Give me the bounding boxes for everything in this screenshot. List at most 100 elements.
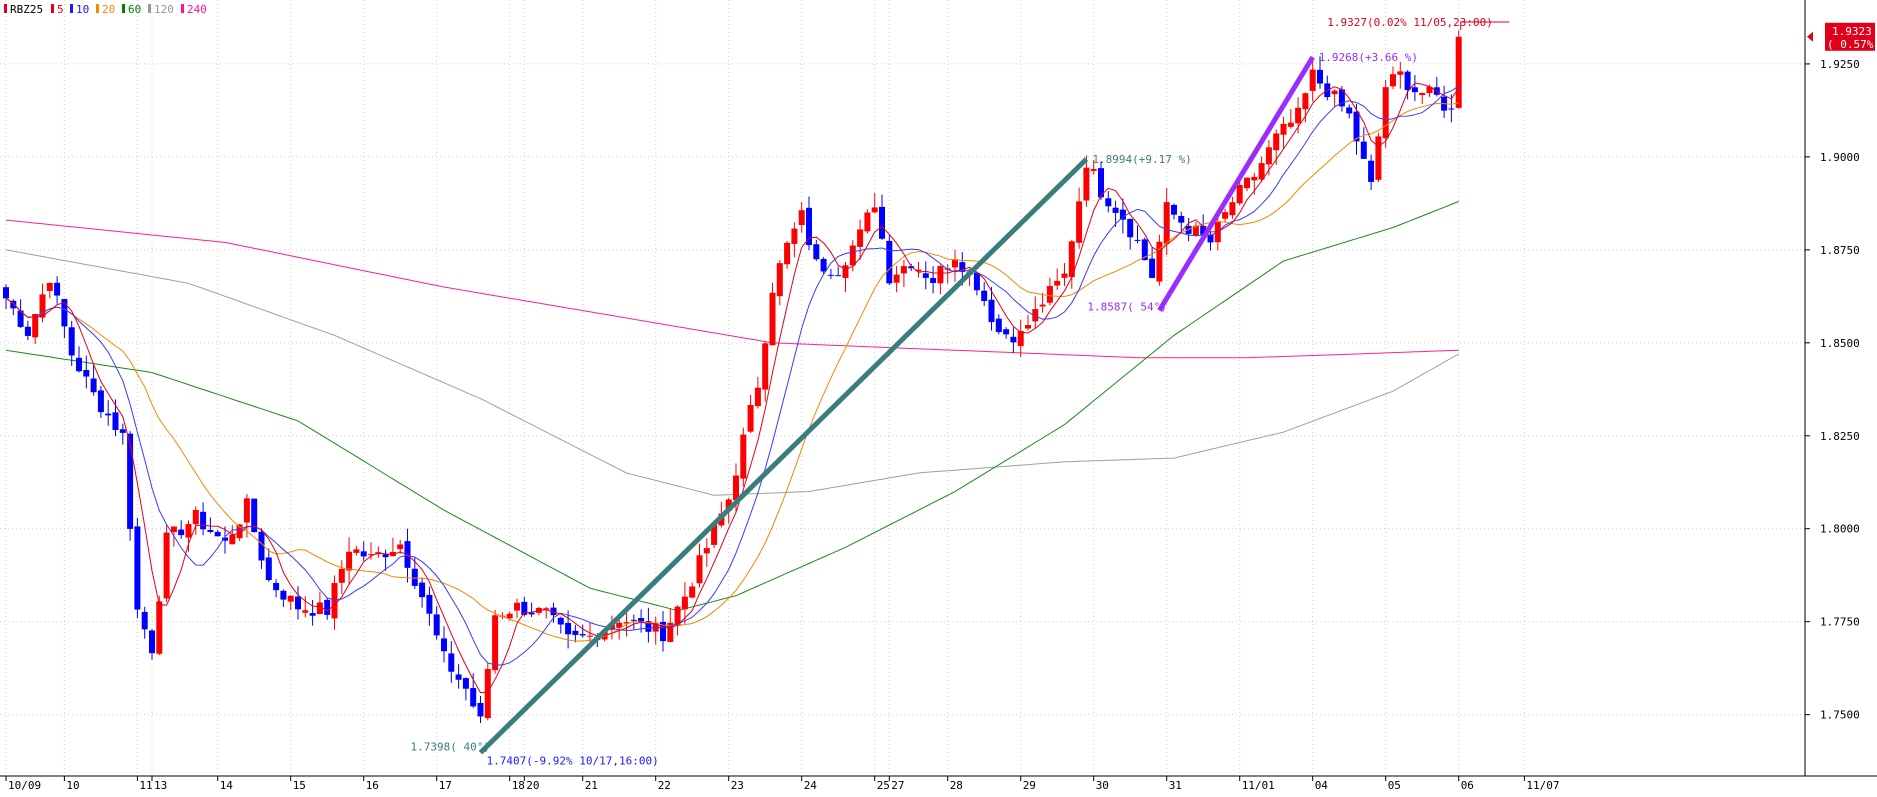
candle bbox=[113, 412, 119, 430]
candle bbox=[1288, 123, 1294, 127]
x-tick-label: 10 bbox=[66, 779, 79, 792]
candle bbox=[1412, 87, 1418, 92]
candle bbox=[901, 266, 907, 273]
candle bbox=[1171, 205, 1177, 215]
candle bbox=[1332, 91, 1338, 94]
candle bbox=[142, 612, 148, 629]
x-tick-label: 15 bbox=[293, 779, 306, 792]
candle bbox=[770, 293, 776, 345]
candle bbox=[186, 524, 192, 537]
candle bbox=[974, 273, 980, 290]
trend1-start-label: 1.7398( 40°) bbox=[411, 741, 490, 754]
candle bbox=[361, 551, 367, 556]
candle bbox=[441, 638, 447, 651]
x-tick-label: 31 bbox=[1169, 779, 1182, 792]
candle bbox=[821, 259, 827, 272]
candle bbox=[923, 273, 929, 278]
candle bbox=[1354, 112, 1360, 142]
legend-item: RBZ25 bbox=[10, 3, 43, 16]
candle bbox=[1120, 210, 1126, 220]
candle bbox=[178, 530, 184, 536]
candle bbox=[134, 526, 140, 609]
candle bbox=[3, 287, 9, 298]
candle bbox=[98, 390, 104, 412]
candle bbox=[1025, 325, 1031, 329]
candle bbox=[697, 555, 703, 583]
candle bbox=[631, 620, 637, 621]
x-tick-label: 28 bbox=[950, 779, 963, 792]
candle bbox=[346, 552, 352, 571]
candle bbox=[1229, 202, 1235, 215]
candle bbox=[886, 241, 892, 283]
candle bbox=[682, 597, 688, 610]
candle bbox=[587, 636, 593, 637]
y-tick-label: 1.7750 bbox=[1820, 616, 1860, 629]
candle bbox=[215, 532, 221, 536]
x-tick-label: 06 bbox=[1461, 779, 1474, 792]
long-moving-averages bbox=[6, 202, 1459, 611]
candle bbox=[864, 212, 870, 231]
candle bbox=[1040, 305, 1046, 307]
candle bbox=[1135, 240, 1141, 241]
x-tick-label: 18 bbox=[512, 779, 525, 792]
legend-item: 60 bbox=[128, 3, 141, 16]
x-tick-label: 13 bbox=[154, 779, 167, 792]
y-tick-label: 1.8250 bbox=[1820, 430, 1860, 443]
candle bbox=[171, 526, 177, 532]
candle bbox=[273, 583, 279, 590]
candle bbox=[83, 370, 89, 376]
x-tick-label: 30 bbox=[1096, 779, 1109, 792]
candle bbox=[704, 548, 710, 553]
legend-swatch bbox=[4, 4, 7, 13]
candle bbox=[1047, 286, 1053, 303]
legend-item: 240 bbox=[187, 3, 207, 16]
trend2-end-label: 1.9268(+3.66 %) bbox=[1319, 51, 1418, 64]
candle bbox=[492, 615, 498, 670]
candle bbox=[412, 569, 418, 586]
candle bbox=[32, 314, 38, 337]
candle bbox=[383, 554, 389, 557]
candle bbox=[565, 623, 571, 634]
candle bbox=[1178, 216, 1184, 223]
candle bbox=[164, 533, 170, 599]
candle bbox=[105, 414, 111, 416]
candle bbox=[1281, 124, 1287, 135]
candle bbox=[1010, 337, 1016, 343]
candle bbox=[937, 266, 943, 283]
candle bbox=[879, 207, 885, 239]
candle bbox=[200, 512, 206, 529]
candle bbox=[1251, 177, 1257, 180]
candle bbox=[1383, 87, 1389, 138]
y-tick-label: 1.7500 bbox=[1820, 709, 1860, 722]
ma120-line bbox=[6, 250, 1459, 495]
y-tick-label: 1.9250 bbox=[1820, 58, 1860, 71]
candle bbox=[507, 614, 513, 619]
candle bbox=[193, 510, 199, 524]
candle bbox=[894, 275, 900, 283]
candle bbox=[54, 283, 60, 296]
legend-item: 120 bbox=[154, 3, 174, 16]
candle bbox=[1273, 133, 1279, 150]
x-tick-label: 27 bbox=[891, 779, 904, 792]
candle bbox=[740, 435, 746, 479]
candle bbox=[1164, 202, 1170, 243]
candle bbox=[448, 653, 454, 671]
candle bbox=[1083, 168, 1089, 201]
candle bbox=[1266, 147, 1272, 164]
candle bbox=[120, 429, 126, 433]
candle bbox=[229, 535, 235, 544]
candle bbox=[280, 591, 286, 600]
x-tick-label: 04 bbox=[1315, 779, 1329, 792]
x-tick-label: 10/09 bbox=[8, 779, 41, 792]
candle bbox=[806, 208, 812, 245]
candle bbox=[1361, 142, 1367, 159]
candle bbox=[755, 388, 761, 406]
candle bbox=[872, 207, 878, 212]
candle bbox=[529, 613, 535, 615]
candle bbox=[1310, 70, 1316, 91]
candle bbox=[353, 549, 359, 553]
legend-item: 20 bbox=[102, 3, 115, 16]
y-tick-label: 1.8500 bbox=[1820, 337, 1860, 350]
trend-line-2 bbox=[1159, 57, 1312, 310]
